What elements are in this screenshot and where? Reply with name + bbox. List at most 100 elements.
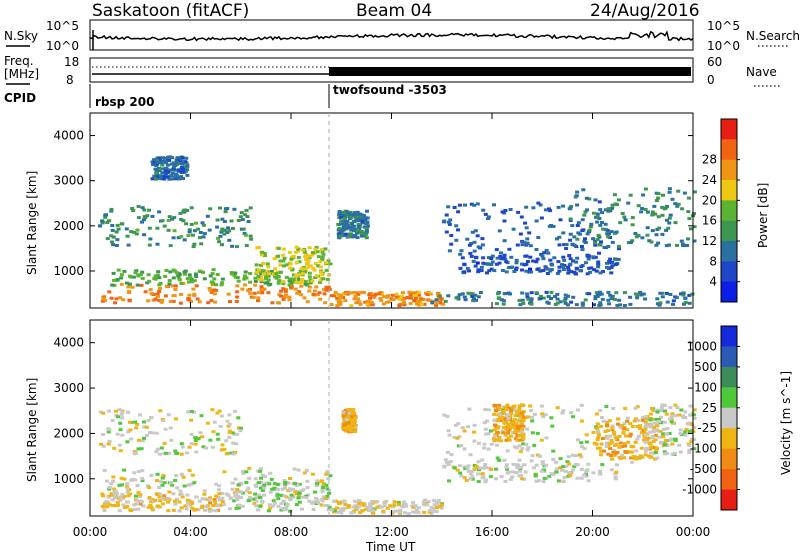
data-cell [678,428,683,432]
data-cell [315,250,320,254]
data-cell [517,419,522,423]
data-cell [322,292,327,296]
data-cell [225,419,230,423]
data-cell [325,469,330,473]
data-cell [187,293,192,297]
data-cell [253,492,258,496]
data-cell [397,510,402,514]
data-cell [483,478,488,482]
data-cell [111,243,116,247]
data-cell [177,509,182,513]
data-cell [497,458,502,462]
data-cell [497,403,502,407]
data-cell [595,426,600,430]
data-cell [568,238,573,242]
data-cell [173,499,177,503]
data-cell [563,301,568,305]
data-cell [511,462,516,466]
data-cell [337,227,342,230]
data-cell [683,430,688,434]
data-cell [137,438,141,442]
data-cell [665,218,670,222]
data-cell [612,453,617,457]
data-cell [216,437,221,441]
data-cell [286,481,291,485]
data-cell [208,496,212,500]
data-cell [316,264,321,268]
data-cell [300,278,304,282]
data-cell [343,291,348,295]
data-cell [612,298,617,301]
data-cell [670,197,675,201]
data-cell [202,497,207,501]
data-cell [176,276,181,280]
data-cell [345,292,350,296]
data-cell [604,261,609,265]
data-cell [471,259,476,263]
data-cell [233,494,238,498]
data-cell [257,493,262,497]
data-cell [283,482,288,486]
data-cell [357,499,362,503]
noise-search-label: N.Search [746,29,800,43]
data-cell [208,438,213,442]
colorbar-tick-label: 25 [702,401,717,415]
data-cell [635,425,640,428]
data-cell [179,175,184,179]
data-cell [454,224,459,228]
data-cell [626,440,631,444]
data-cell [663,439,668,443]
data-cell [630,223,635,227]
data-cell [597,433,602,437]
data-cell [208,274,213,278]
data-cell [595,422,600,426]
data-cell [547,207,551,211]
data-cell [324,261,329,265]
data-cell [129,230,134,234]
data-cell [267,503,272,507]
data-cell [623,218,628,222]
data-cell [558,457,563,461]
colorbar-tick-label: 24 [702,173,717,187]
data-cell [401,500,406,504]
data-cell [276,504,281,508]
data-cell [593,198,598,202]
data-cell [434,303,439,307]
data-cell [251,295,256,299]
data-cell [227,435,232,439]
data-cell [473,229,478,233]
data-cell [596,263,601,267]
data-cell [406,512,411,516]
data-cell [216,495,221,499]
data-cell [297,273,302,277]
data-cell [326,477,331,481]
data-cell [277,279,282,283]
data-cell [575,256,580,260]
data-cell [256,299,260,303]
data-cell [151,298,156,302]
data-cell [182,238,187,242]
data-cell [687,217,692,221]
data-cell [677,413,682,417]
data-cell [633,440,638,444]
data-cell [668,213,673,217]
data-cell [236,495,241,498]
data-cell [211,504,216,507]
data-cell [606,429,610,433]
data-cell [555,297,560,301]
data-cell [109,209,114,213]
data-cell [157,210,162,214]
data-cell [532,412,537,416]
colorbar-tick-label: -25 [697,421,717,435]
data-cell [300,272,305,276]
data-cell [260,250,265,254]
data-cell [529,299,534,303]
data-cell [208,288,213,292]
data-cell [351,411,356,415]
data-cell [470,230,475,234]
data-cell [506,266,511,270]
data-cell [140,469,145,473]
data-cell [156,294,160,298]
data-cell [195,297,200,301]
data-cell [271,504,276,508]
